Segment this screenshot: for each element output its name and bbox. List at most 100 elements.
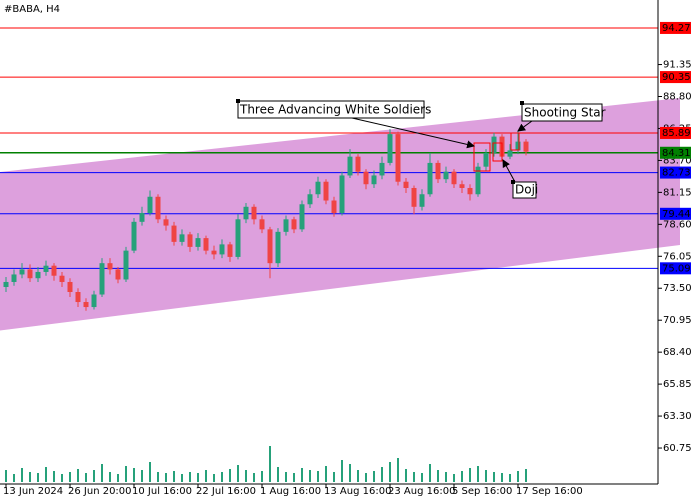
candle-body	[43, 265, 49, 272]
candle-body	[155, 196, 161, 220]
candle-body	[259, 219, 265, 230]
level-label-box	[660, 166, 691, 179]
level-label: 82.73	[662, 168, 691, 179]
candle-body	[19, 269, 25, 275]
level-label-box	[660, 207, 691, 220]
candle-body	[163, 219, 169, 226]
anchor	[236, 99, 240, 103]
candle-body	[75, 292, 81, 303]
candle-body	[355, 156, 361, 172]
level-label-box	[660, 71, 691, 84]
y-tick-label: 81.15	[663, 187, 692, 198]
candle-body	[379, 162, 385, 176]
annotation-arrow	[517, 120, 533, 132]
candle-body	[339, 175, 345, 214]
level-label-box	[660, 126, 691, 139]
candle-body	[419, 194, 425, 207]
candle-body	[467, 187, 473, 195]
candle-body	[131, 221, 137, 251]
anchor	[520, 101, 524, 105]
level-label: 79.44	[662, 209, 691, 220]
candle-body	[411, 187, 417, 207]
candle-body	[315, 181, 321, 195]
candle-body	[491, 136, 497, 153]
candle-body	[387, 134, 393, 163]
candle-body	[51, 265, 57, 276]
y-tick-label: 78.60	[663, 219, 692, 230]
candle-body	[347, 156, 353, 176]
x-tick-label: 10 Jul 16:00	[132, 486, 192, 497]
candle-body	[147, 196, 153, 214]
level-label: 85.89	[662, 128, 691, 139]
x-tick-label: 26 Jun 20:00	[68, 486, 132, 497]
x-tick-label: 22 Jul 16:00	[196, 486, 256, 497]
candle-body	[35, 271, 41, 279]
y-tick-label: 73.50	[663, 283, 692, 294]
candle-body	[3, 281, 9, 287]
level-label: 90.35	[662, 72, 691, 83]
candle-body	[451, 171, 457, 185]
annotation-arrow	[502, 159, 516, 183]
pattern-box	[510, 132, 520, 151]
candle-body	[323, 181, 329, 201]
level-label-box	[660, 262, 691, 275]
candle-body	[395, 134, 401, 182]
y-tick-label: 65.85	[663, 379, 692, 390]
candle-body	[211, 250, 217, 255]
candle-body	[243, 206, 249, 220]
x-tick-label: 13 Jun 2024	[3, 486, 63, 497]
candle-body	[123, 250, 129, 280]
candle-body	[363, 171, 369, 185]
level-label: 75.09	[662, 263, 691, 274]
annotation-box	[512, 181, 537, 199]
annotation-box	[237, 100, 425, 119]
x-tick-label: 13 Aug 16:00	[324, 486, 391, 497]
anchor	[511, 180, 515, 184]
candle-body	[219, 244, 225, 255]
candle-body	[299, 204, 305, 230]
candle-body	[307, 194, 313, 205]
level-label: 84.31	[662, 148, 691, 159]
candle-body	[283, 219, 289, 232]
x-tick-label: 1 Aug 16:00	[260, 486, 321, 497]
candle-body	[235, 219, 241, 257]
x-tick-label: 17 Sep 16:00	[516, 486, 583, 497]
level-label: 94.27	[662, 23, 691, 34]
y-tick-label: 76.05	[663, 251, 692, 262]
x-tick-label: 23 Aug 16:00	[388, 486, 455, 497]
candle-body	[427, 162, 433, 195]
candle-body	[83, 302, 89, 308]
candle-body	[11, 274, 17, 282]
candle-body	[523, 141, 529, 152]
candle-body	[515, 141, 521, 151]
pattern-box	[492, 142, 503, 162]
candle-body	[227, 244, 233, 257]
candle-body	[179, 234, 185, 242]
annotation-arrow	[351, 117, 475, 149]
candle-body	[443, 171, 449, 180]
candle-body	[331, 200, 337, 214]
annotation-text: Doji	[515, 183, 538, 197]
y-tick-label: 91.35	[663, 60, 692, 71]
candle-body	[203, 238, 209, 251]
chart-title: #BABA, H4	[4, 4, 60, 15]
pattern-box	[473, 142, 491, 172]
y-tick-label: 63.30	[663, 411, 692, 422]
level-label-box	[660, 146, 691, 159]
y-tick-label: 68.40	[663, 347, 692, 358]
candle-body	[67, 281, 73, 293]
level-label-box	[660, 21, 691, 34]
candle-body	[403, 181, 409, 188]
candle-body	[251, 206, 257, 220]
y-tick-label: 70.95	[663, 315, 692, 326]
candle-body	[59, 275, 65, 282]
candle-body	[187, 234, 193, 247]
annotation-text: Three Advancing White Soldiers	[239, 103, 431, 117]
candle-body	[459, 184, 465, 188]
candle-body	[115, 269, 121, 280]
candle-body	[371, 175, 377, 185]
candle-body	[435, 162, 441, 180]
annotation-text: Shooting Star	[524, 106, 606, 120]
